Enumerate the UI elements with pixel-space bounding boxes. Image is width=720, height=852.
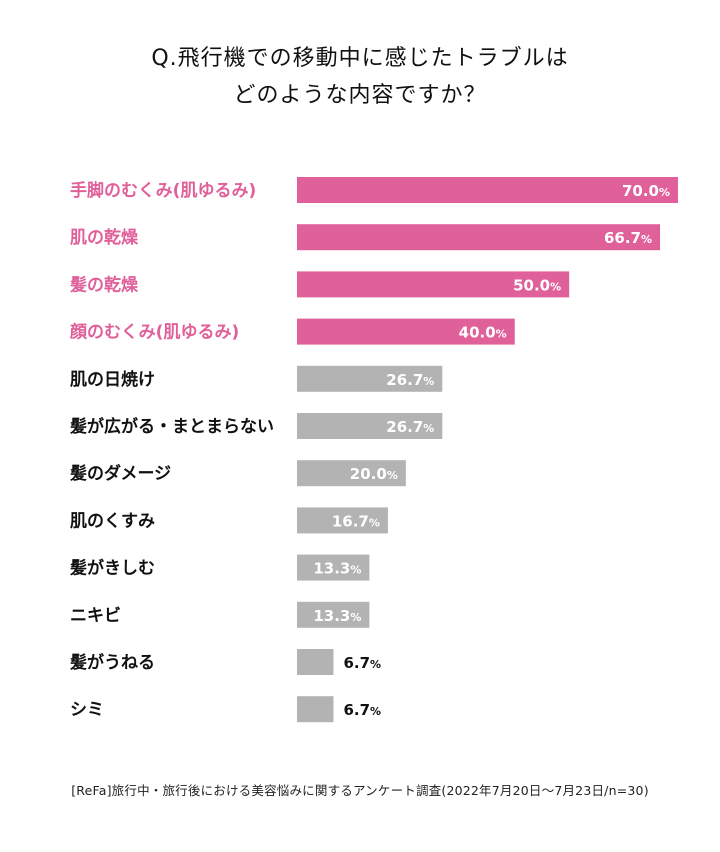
value-label: 66.7% <box>604 229 652 247</box>
chart-title: Q.飛行機での移動中に感じたトラブルは どのような内容ですか？ <box>0 40 720 114</box>
category-label: 髪がうねる <box>69 652 155 673</box>
category-label: ニキビ <box>70 606 121 626</box>
value-label: 20.0% <box>350 465 398 483</box>
category-label: 髪の乾燥 <box>69 274 139 295</box>
bar <box>297 507 388 534</box>
category-label: 肌の日焼け <box>70 369 155 390</box>
value-label: 16.7% <box>332 512 380 530</box>
value-label: 26.7% <box>386 371 434 389</box>
chart-title-line-1: Q.飛行機での移動中に感じたトラブルは <box>151 46 569 71</box>
bar <box>297 460 406 487</box>
category-label: 髪のダメージ <box>69 463 171 484</box>
bar <box>297 365 443 392</box>
category-label: 髪が広がる・まとまらない <box>69 416 274 437</box>
bar <box>297 177 678 203</box>
value-label: 13.3% <box>313 607 361 625</box>
value-label: 26.7% <box>386 418 434 436</box>
bar <box>297 224 661 251</box>
value-label: 6.7% <box>343 701 381 719</box>
value-label: 40.0% <box>459 324 507 342</box>
category-label: 肌のくすみ <box>70 511 155 531</box>
survey-source-note: [ReFa]旅行中・旅行後における美容悩みに関するアンケート調査(2022年7月… <box>71 783 649 798</box>
value-label: 6.7% <box>343 654 381 672</box>
bar <box>297 413 443 439</box>
value-label: 70.0% <box>622 182 670 200</box>
bar <box>297 696 334 723</box>
chart-title-line-2: どのような内容ですか？ <box>233 83 487 108</box>
bar <box>297 554 370 581</box>
value-label: 50.0% <box>513 276 561 294</box>
bar <box>297 318 515 345</box>
category-label: 手脚のむくみ(肌ゆるみ) <box>70 180 256 201</box>
category-label: 顔のむくみ(肌ゆるみ) <box>69 322 239 343</box>
category-label: 肌の乾燥 <box>70 227 139 248</box>
bar <box>297 271 570 298</box>
bar <box>297 601 370 628</box>
category-label: 髪がきしむ <box>69 558 155 579</box>
bar <box>297 649 334 675</box>
category-label: シミ <box>70 700 104 720</box>
value-label: 13.3% <box>313 560 361 578</box>
